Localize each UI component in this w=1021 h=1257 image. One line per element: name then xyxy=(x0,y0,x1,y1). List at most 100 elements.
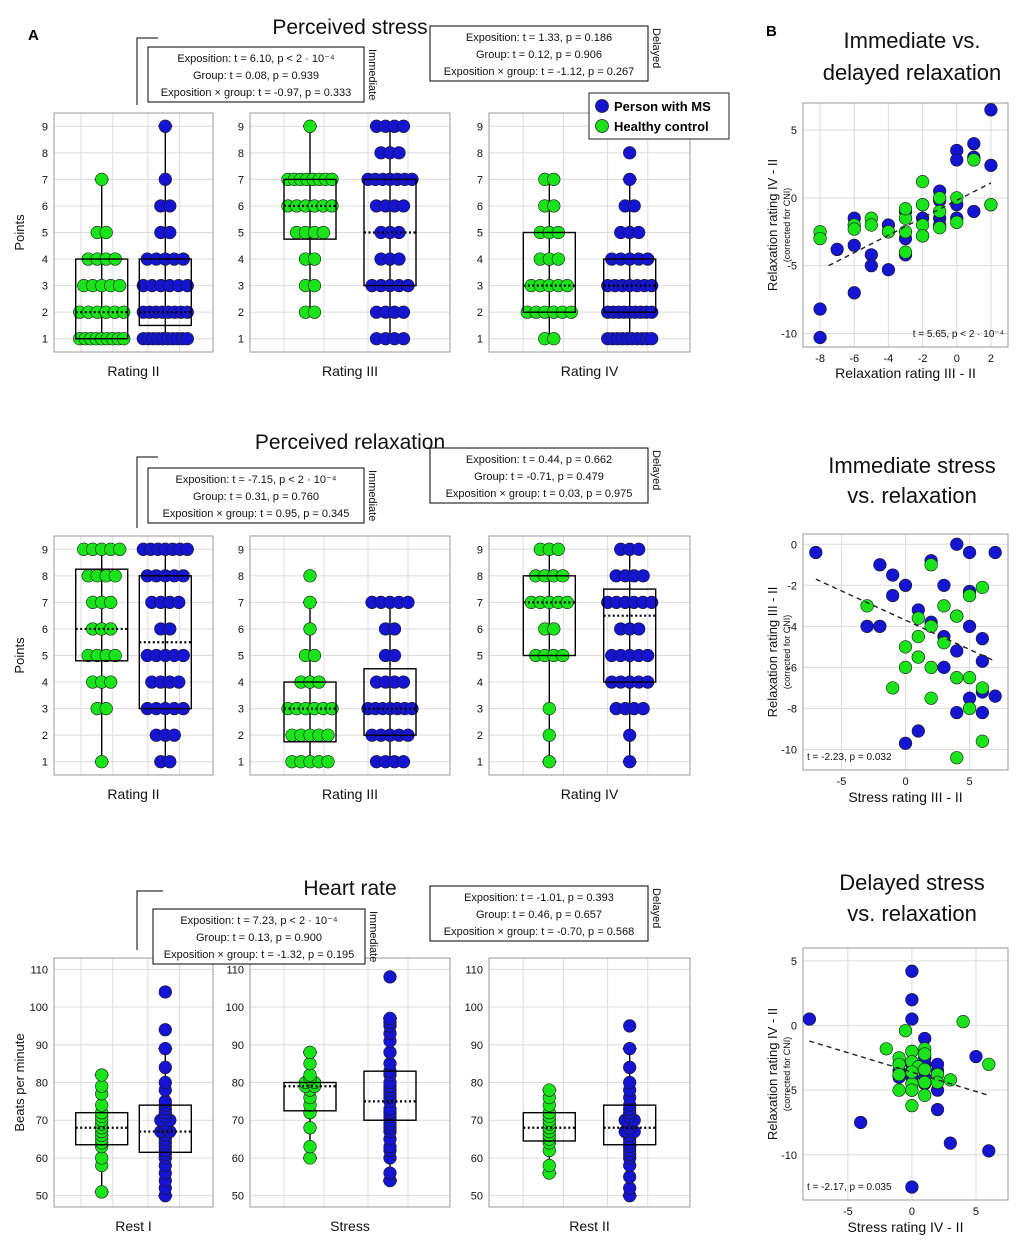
x-category-label: Rest II xyxy=(569,1218,609,1234)
y-tick-label: 8 xyxy=(42,148,48,160)
data-point-hc xyxy=(937,599,951,613)
x-tick-label: -4 xyxy=(884,353,894,365)
plot-frame xyxy=(802,533,1009,771)
data-point-hc xyxy=(307,648,322,663)
stats-line: Exposition: t = -1.01, p = 0.393 xyxy=(464,892,614,904)
data-point-ms xyxy=(632,622,646,636)
x-tick-label: -6 xyxy=(849,353,859,365)
y-axis-label: Points xyxy=(12,637,27,674)
y-tick-label: 2 xyxy=(42,307,48,319)
stats-line: Group: t = 0.46, p = 0.657 xyxy=(476,909,602,921)
data-point-ms xyxy=(623,172,637,186)
chart-relax: Perceived relaxation 1 2 3 4 5 6 7 8 9 Rating II 1 2… xyxy=(12,431,691,802)
y-axis-sublabel: (corrected for CNI) xyxy=(782,1037,792,1112)
data-point-ms xyxy=(905,1012,919,1026)
data-point-ms xyxy=(854,1115,868,1130)
data-point-ms xyxy=(847,238,861,252)
y-tick-label: -10 xyxy=(781,744,797,756)
boxplot-hc xyxy=(520,172,578,346)
data-point-hc xyxy=(95,755,109,769)
x-axis-label: Stress rating IV - II xyxy=(848,1219,964,1235)
data-point-ms xyxy=(623,1019,637,1033)
data-point-hc xyxy=(303,1045,317,1059)
data-point-hc xyxy=(113,279,127,293)
stat-annotation: t = 5.65, p < 2 · 10⁻⁴ xyxy=(913,329,1004,340)
chart-sc1: Immediate vs. delayed relaxation -8 -6 -4 -2 0… xyxy=(765,28,1009,381)
stats-box xyxy=(429,25,649,82)
data-point-ms xyxy=(623,728,637,742)
data-point-hc xyxy=(813,231,827,246)
data-point-ms xyxy=(950,644,964,658)
data-point-hc xyxy=(915,175,930,189)
y-tick-label: 110 xyxy=(226,964,244,976)
data-point-ms xyxy=(383,1011,397,1025)
plot-frame xyxy=(53,535,214,776)
data-point-ms xyxy=(623,1041,637,1056)
box xyxy=(283,681,337,743)
boxplot-hc xyxy=(281,119,339,319)
data-point-ms xyxy=(967,137,981,151)
data-point-ms xyxy=(905,993,919,1007)
stats-box xyxy=(429,885,649,942)
y-tick-label: 5 xyxy=(791,125,797,137)
box xyxy=(603,1104,657,1146)
data-point-ms xyxy=(950,537,964,551)
data-point-hc xyxy=(551,542,565,556)
data-point-ms xyxy=(623,1060,637,1075)
data-point-ms xyxy=(802,1012,817,1026)
data-point-hc xyxy=(962,671,977,685)
data-point-ms xyxy=(383,1166,397,1180)
chart-title: Delayed stress xyxy=(839,870,985,895)
plot-frame xyxy=(249,112,451,353)
data-point-ms xyxy=(881,263,896,277)
subplot-rating-iv: 1 2 3 4 5 6 7 8 9 Rating IV xyxy=(477,535,691,802)
data-point-hc xyxy=(542,1158,556,1173)
data-point-hc xyxy=(303,622,317,636)
y-tick-label: 110 xyxy=(465,964,483,976)
plot-frame xyxy=(488,535,691,776)
box xyxy=(74,568,129,662)
data-point-ms xyxy=(396,199,411,213)
data-point-hc xyxy=(560,279,574,293)
data-point-ms xyxy=(167,728,181,742)
data-point-hc xyxy=(303,1068,317,1082)
stats-tag: Delayed xyxy=(650,450,662,490)
data-point-hc xyxy=(924,619,938,633)
y-tick-label: 2 xyxy=(238,730,244,742)
subplot-rating-iii: 1 2 3 4 5 6 7 8 9 Rating III xyxy=(238,112,451,379)
x-tick-label: -5 xyxy=(843,1206,853,1218)
box xyxy=(363,1070,417,1121)
stats-immediate: Exposition: t = -7.15, p < 2 · 10⁻⁴ Group… xyxy=(147,467,378,524)
chart-title: delayed relaxation xyxy=(823,60,1002,85)
data-point-hc xyxy=(95,1151,109,1165)
data-point-ms xyxy=(623,1170,637,1184)
data-point-ms xyxy=(396,675,411,689)
y-tick-label: 3 xyxy=(477,704,483,716)
data-point-ms xyxy=(911,724,925,738)
stat-annotation: t = -2.17, p = 0.035 xyxy=(807,1182,892,1193)
stats-line: Group: t = 0.13, p = 0.900 xyxy=(196,932,322,944)
x-tick-label: 5 xyxy=(973,1206,979,1218)
data-point-ms xyxy=(813,330,827,345)
data-point-hc xyxy=(950,751,964,765)
data-point-hc xyxy=(542,1083,556,1097)
y-tick-label: 7 xyxy=(42,174,48,186)
data-point-hc xyxy=(542,702,556,716)
data-point-ms xyxy=(905,1180,919,1194)
legend-hc-label: Healthy control xyxy=(614,119,709,134)
data-point-ms xyxy=(988,545,1002,560)
data-point-ms xyxy=(984,158,998,172)
y-tick-label: 6 xyxy=(42,201,48,213)
y-tick-label: 2 xyxy=(42,730,48,742)
data-point-ms xyxy=(847,286,861,300)
data-point-ms xyxy=(905,964,919,978)
stats-tag: Delayed xyxy=(650,28,662,68)
data-point-ms xyxy=(950,153,964,167)
x-tick-label: 5 xyxy=(967,776,973,788)
y-tick-label: -5 xyxy=(787,1085,797,1097)
y-tick-label: 50 xyxy=(232,1191,244,1203)
box xyxy=(522,231,576,313)
data-point-hc xyxy=(924,691,938,705)
